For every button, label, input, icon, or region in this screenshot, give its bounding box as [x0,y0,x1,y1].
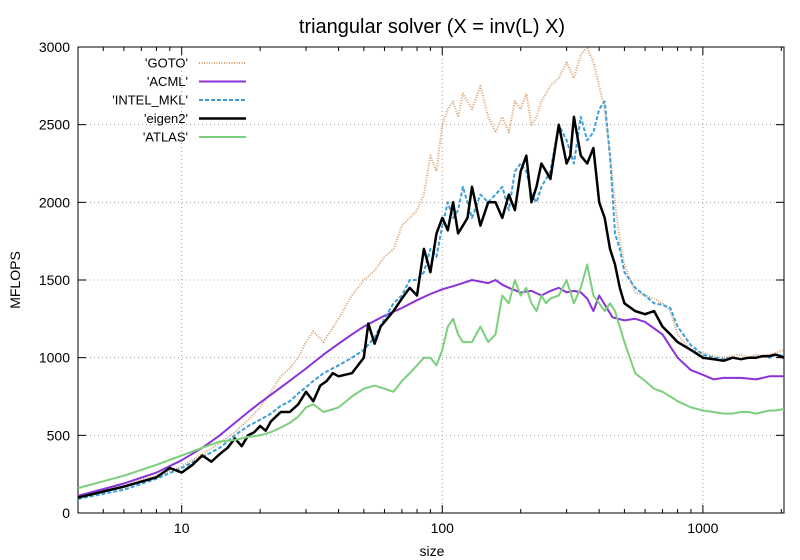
y-axis-label: MFLOPS [7,251,23,309]
y-tick-label: 3000 [39,39,70,55]
x-axis-label: size [420,543,445,559]
y-tick-label: 2500 [39,117,70,133]
legend-label-acml: 'ACML' [147,74,188,89]
x-tick-label: 100 [431,520,455,536]
x-tick-label: 1000 [687,520,718,536]
legend-label-goto: 'GOTO' [145,56,188,71]
y-tick-label: 1500 [39,272,70,288]
x-tick-label: 10 [174,520,190,536]
legend-label-eigen2: 'eigen2' [144,111,188,126]
legend-label-atlas: 'ATLAS' [143,130,188,145]
legend-label-intel-mkl: 'INTEL_MKL' [112,93,188,108]
y-tick-label: 500 [47,427,71,443]
y-tick-label: 2000 [39,194,70,210]
y-tick-label: 1000 [39,350,70,366]
y-tick-label: 0 [62,505,70,521]
chart-title: triangular solver (X = inv(L) X) [299,16,565,38]
